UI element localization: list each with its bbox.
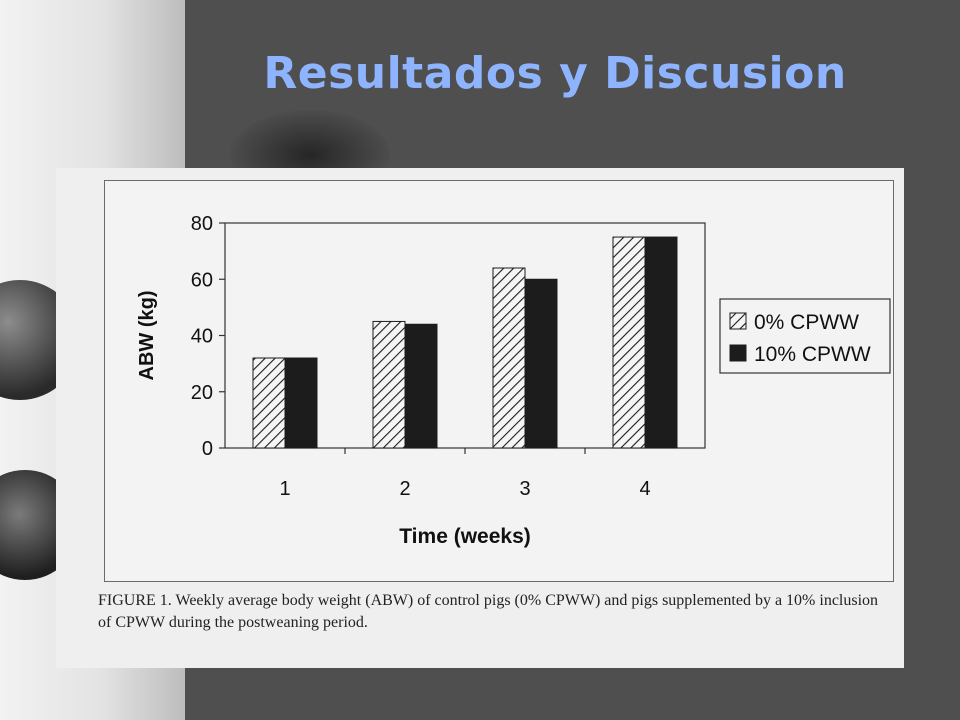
y-tick-label: 60	[191, 269, 213, 291]
bar-series2	[284, 357, 318, 449]
legend-swatch	[729, 312, 747, 330]
bar-series1	[372, 320, 406, 449]
bar-series1	[252, 357, 286, 449]
bar-series2	[524, 278, 558, 449]
bar-series1	[492, 267, 526, 449]
bar-chart: 0 20 40 60 80 1 2 3 4 Time (weeks) ABW (kg) 0% CPWW…	[136, 213, 891, 548]
x-tick-label: 2	[399, 478, 410, 500]
y-tick-label: 80	[191, 213, 213, 235]
x-tick-label: 4	[639, 478, 650, 500]
figure-caption: FIGURE 1. Weekly average body weight (AB…	[98, 592, 879, 631]
bar-series2	[404, 323, 438, 449]
bar-series2	[644, 236, 678, 449]
legend-box	[719, 298, 891, 374]
y-axis-label: ABW (kg)	[136, 291, 158, 381]
legend-swatch	[729, 344, 747, 362]
figure-frame: 0 20 40 60 80 1 2 3 4 Time (weeks) ABW (kg) 0% CPWW…	[104, 180, 894, 582]
x-axis-label: Time (weeks)	[399, 525, 531, 548]
bar-series1	[612, 236, 646, 449]
y-tick-label: 20	[191, 382, 213, 404]
y-tick-label: 0	[202, 438, 213, 460]
legend-label: 0% CPWW	[754, 311, 859, 334]
legend-label: 10% CPWW	[754, 343, 871, 366]
x-tick-label: 3	[519, 478, 530, 500]
figure-scan: 0 20 40 60 80 1 2 3 4 Time (weeks) ABW (kg) 0% CPWW…	[56, 168, 904, 668]
y-tick-label: 40	[191, 326, 213, 348]
slide-title: Resultados y Discusion	[263, 48, 847, 99]
x-tick-label: 1	[279, 478, 290, 500]
